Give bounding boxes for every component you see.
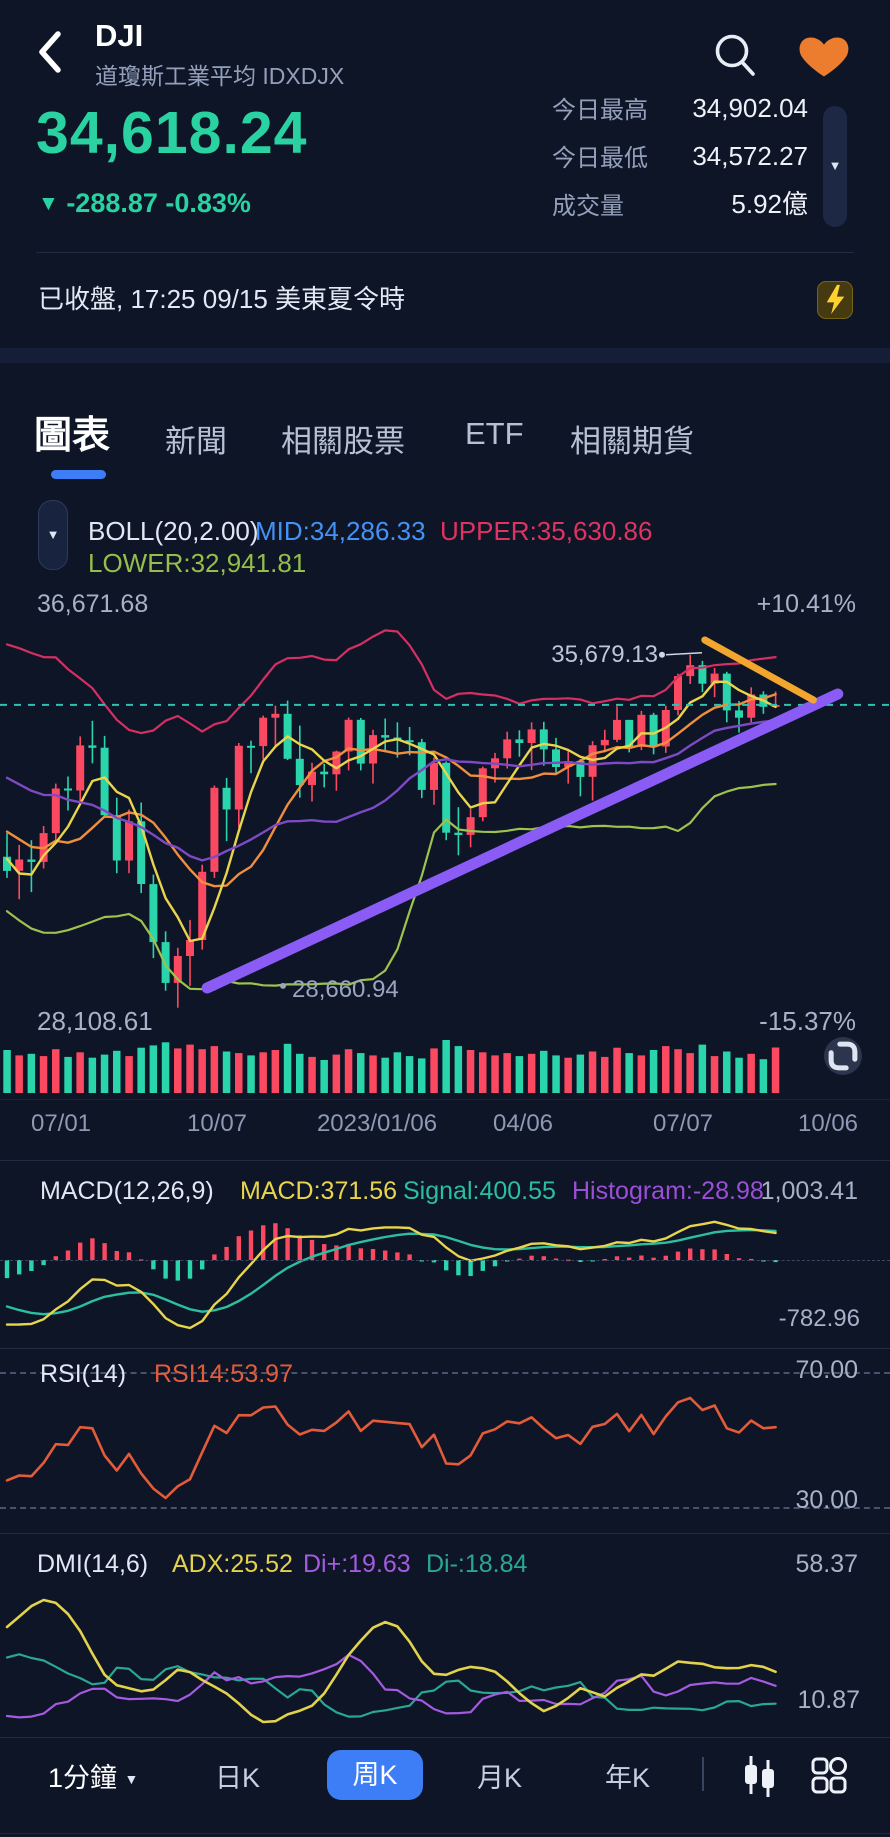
chart-style-button[interactable]	[736, 1752, 782, 1798]
x-axis-label: 04/06	[492, 1110, 554, 1137]
search-icon	[715, 34, 755, 76]
x-axis-label: 10/06	[797, 1110, 859, 1137]
boll-lower: LOWER:32,941.81	[88, 548, 307, 578]
price-change-row: ▼ -288.87 -0.83%	[38, 188, 251, 219]
macd-zero-line	[0, 1260, 890, 1261]
market-status: 已收盤, 17:25 09/15 美東夏令時	[38, 284, 406, 314]
toolbar-divider	[0, 1737, 890, 1738]
lightning-bolt-icon	[826, 284, 844, 315]
period-monthly[interactable]: 月K	[477, 1763, 523, 1793]
stat-label-volume: 成交量	[552, 193, 624, 220]
toolbar-separator	[702, 1757, 704, 1791]
quote-panel-collapse-handle[interactable]: ▼	[823, 106, 847, 227]
boll-upper: UPPER:35,630.86	[440, 516, 653, 546]
rotate-fullscreen-button[interactable]	[824, 1037, 862, 1075]
rsi-axis-max: 70.00	[795, 1356, 858, 1384]
indicator-grid-icon	[811, 1757, 847, 1794]
price-axis-max-pct: +10.41%	[756, 590, 856, 618]
header-divider	[36, 252, 854, 253]
rsi-chart[interactable]	[0, 1360, 890, 1525]
back-chevron-icon	[39, 31, 61, 73]
back-button[interactable]	[30, 26, 74, 78]
rsi-30-guide	[0, 1507, 890, 1509]
pane-divider	[0, 1533, 890, 1534]
period-dropdown[interactable]: 1分鐘 ▼	[48, 1763, 138, 1794]
price-axis-min: 28,108.61	[37, 1006, 153, 1036]
period-weekly-active[interactable]: 周K	[327, 1750, 423, 1800]
volume-pane-divider	[0, 1099, 890, 1100]
rsi-label: RSI(14)	[40, 1360, 127, 1388]
tab-chart[interactable]: 圖表	[34, 415, 111, 457]
indicator-dropdown-button[interactable]: ▼	[38, 500, 68, 570]
stat-value-low: 34,572.27	[692, 141, 808, 171]
rotate-fullscreen-icon	[828, 1041, 858, 1071]
dmi-chart[interactable]	[0, 1585, 890, 1730]
high-point-annotation: 35,679.13	[551, 641, 658, 668]
price-axis-max: 36,671.68	[37, 590, 149, 618]
dmi-axis-min: 10.87	[797, 1686, 860, 1714]
x-axis-label: 07/01	[30, 1110, 92, 1137]
bottom-divider	[0, 1833, 890, 1834]
stat-label-low: 今日最低	[552, 145, 648, 172]
period-dropdown-label: 1分鐘	[48, 1763, 118, 1793]
tab-etf[interactable]: ETF	[465, 416, 524, 451]
x-axis-label: 10/07	[186, 1110, 248, 1137]
change-down-arrow-icon: ▼	[38, 192, 59, 215]
macd-chart[interactable]	[0, 1205, 890, 1340]
indicator-grid-button[interactable]	[806, 1752, 852, 1798]
active-tab-underline	[51, 470, 106, 479]
price-change: -288.87 -0.83%	[66, 188, 251, 218]
last-price: 34,618.24	[36, 100, 308, 166]
symbol-title: DJI	[95, 18, 144, 53]
period-dropdown-caret-icon: ▼	[124, 1771, 139, 1787]
search-button[interactable]	[709, 30, 759, 80]
x-axis-label: 07/07	[652, 1110, 714, 1137]
dmi-mdi: Di-:18.84	[426, 1550, 528, 1578]
dropdown-caret-icon: ▼	[46, 527, 60, 542]
x-axis-label: 2023/01/06	[316, 1110, 438, 1137]
realtime-quote-button[interactable]	[817, 281, 853, 319]
macd-signal: Signal:400.55	[403, 1177, 556, 1205]
dmi-axis-max: 58.37	[795, 1550, 858, 1578]
dmi-adx: ADX:25.52	[172, 1550, 293, 1578]
candlestick-style-icon	[745, 1756, 774, 1797]
main-price-chart[interactable]	[0, 585, 890, 1145]
rsi-70-guide	[0, 1372, 890, 1374]
favorite-button[interactable]	[794, 28, 854, 80]
collapse-triangle-icon: ▼	[828, 158, 842, 173]
low-point-annotation: 28,660.94	[292, 976, 399, 1003]
stat-label-high: 今日最高	[552, 97, 648, 124]
macd-axis-min: -782.96	[778, 1305, 860, 1332]
dmi-pdi: Di+:19.63	[303, 1550, 411, 1578]
period-weekly-label: 周K	[352, 1760, 398, 1790]
period-daily[interactable]: 日K	[215, 1763, 261, 1793]
rsi-axis-min: 30.00	[795, 1486, 858, 1514]
macd-histogram: Histogram:-28.98	[572, 1177, 764, 1205]
tab-news[interactable]: 新聞	[165, 424, 227, 459]
boll-mid: MID:34,286.33	[255, 516, 426, 546]
tab-related-futures[interactable]: 相關期貨	[570, 424, 694, 459]
stat-value-volume: 5.92億	[731, 189, 808, 219]
macd-value: MACD:371.56	[240, 1177, 398, 1205]
tab-related-stocks[interactable]: 相關股票	[281, 424, 405, 459]
pane-divider	[0, 1348, 890, 1349]
favorite-heart-icon	[799, 37, 849, 77]
stat-value-high: 34,902.04	[692, 93, 808, 123]
symbol-subtitle: 道瓊斯工業平均 IDXDJX	[95, 63, 345, 89]
pane-divider	[0, 1160, 890, 1161]
section-separator-band	[0, 348, 890, 363]
rsi-value: RSI14:53.97	[154, 1360, 293, 1388]
period-yearly[interactable]: 年K	[605, 1763, 651, 1793]
boll-label: BOLL(20,2.00)	[88, 516, 259, 546]
dmi-label: DMI(14,6)	[37, 1550, 149, 1578]
macd-label: MACD(12,26,9)	[40, 1177, 214, 1205]
macd-axis-max: 1,003.41	[760, 1177, 858, 1205]
price-axis-min-pct: -15.37%	[759, 1006, 856, 1036]
